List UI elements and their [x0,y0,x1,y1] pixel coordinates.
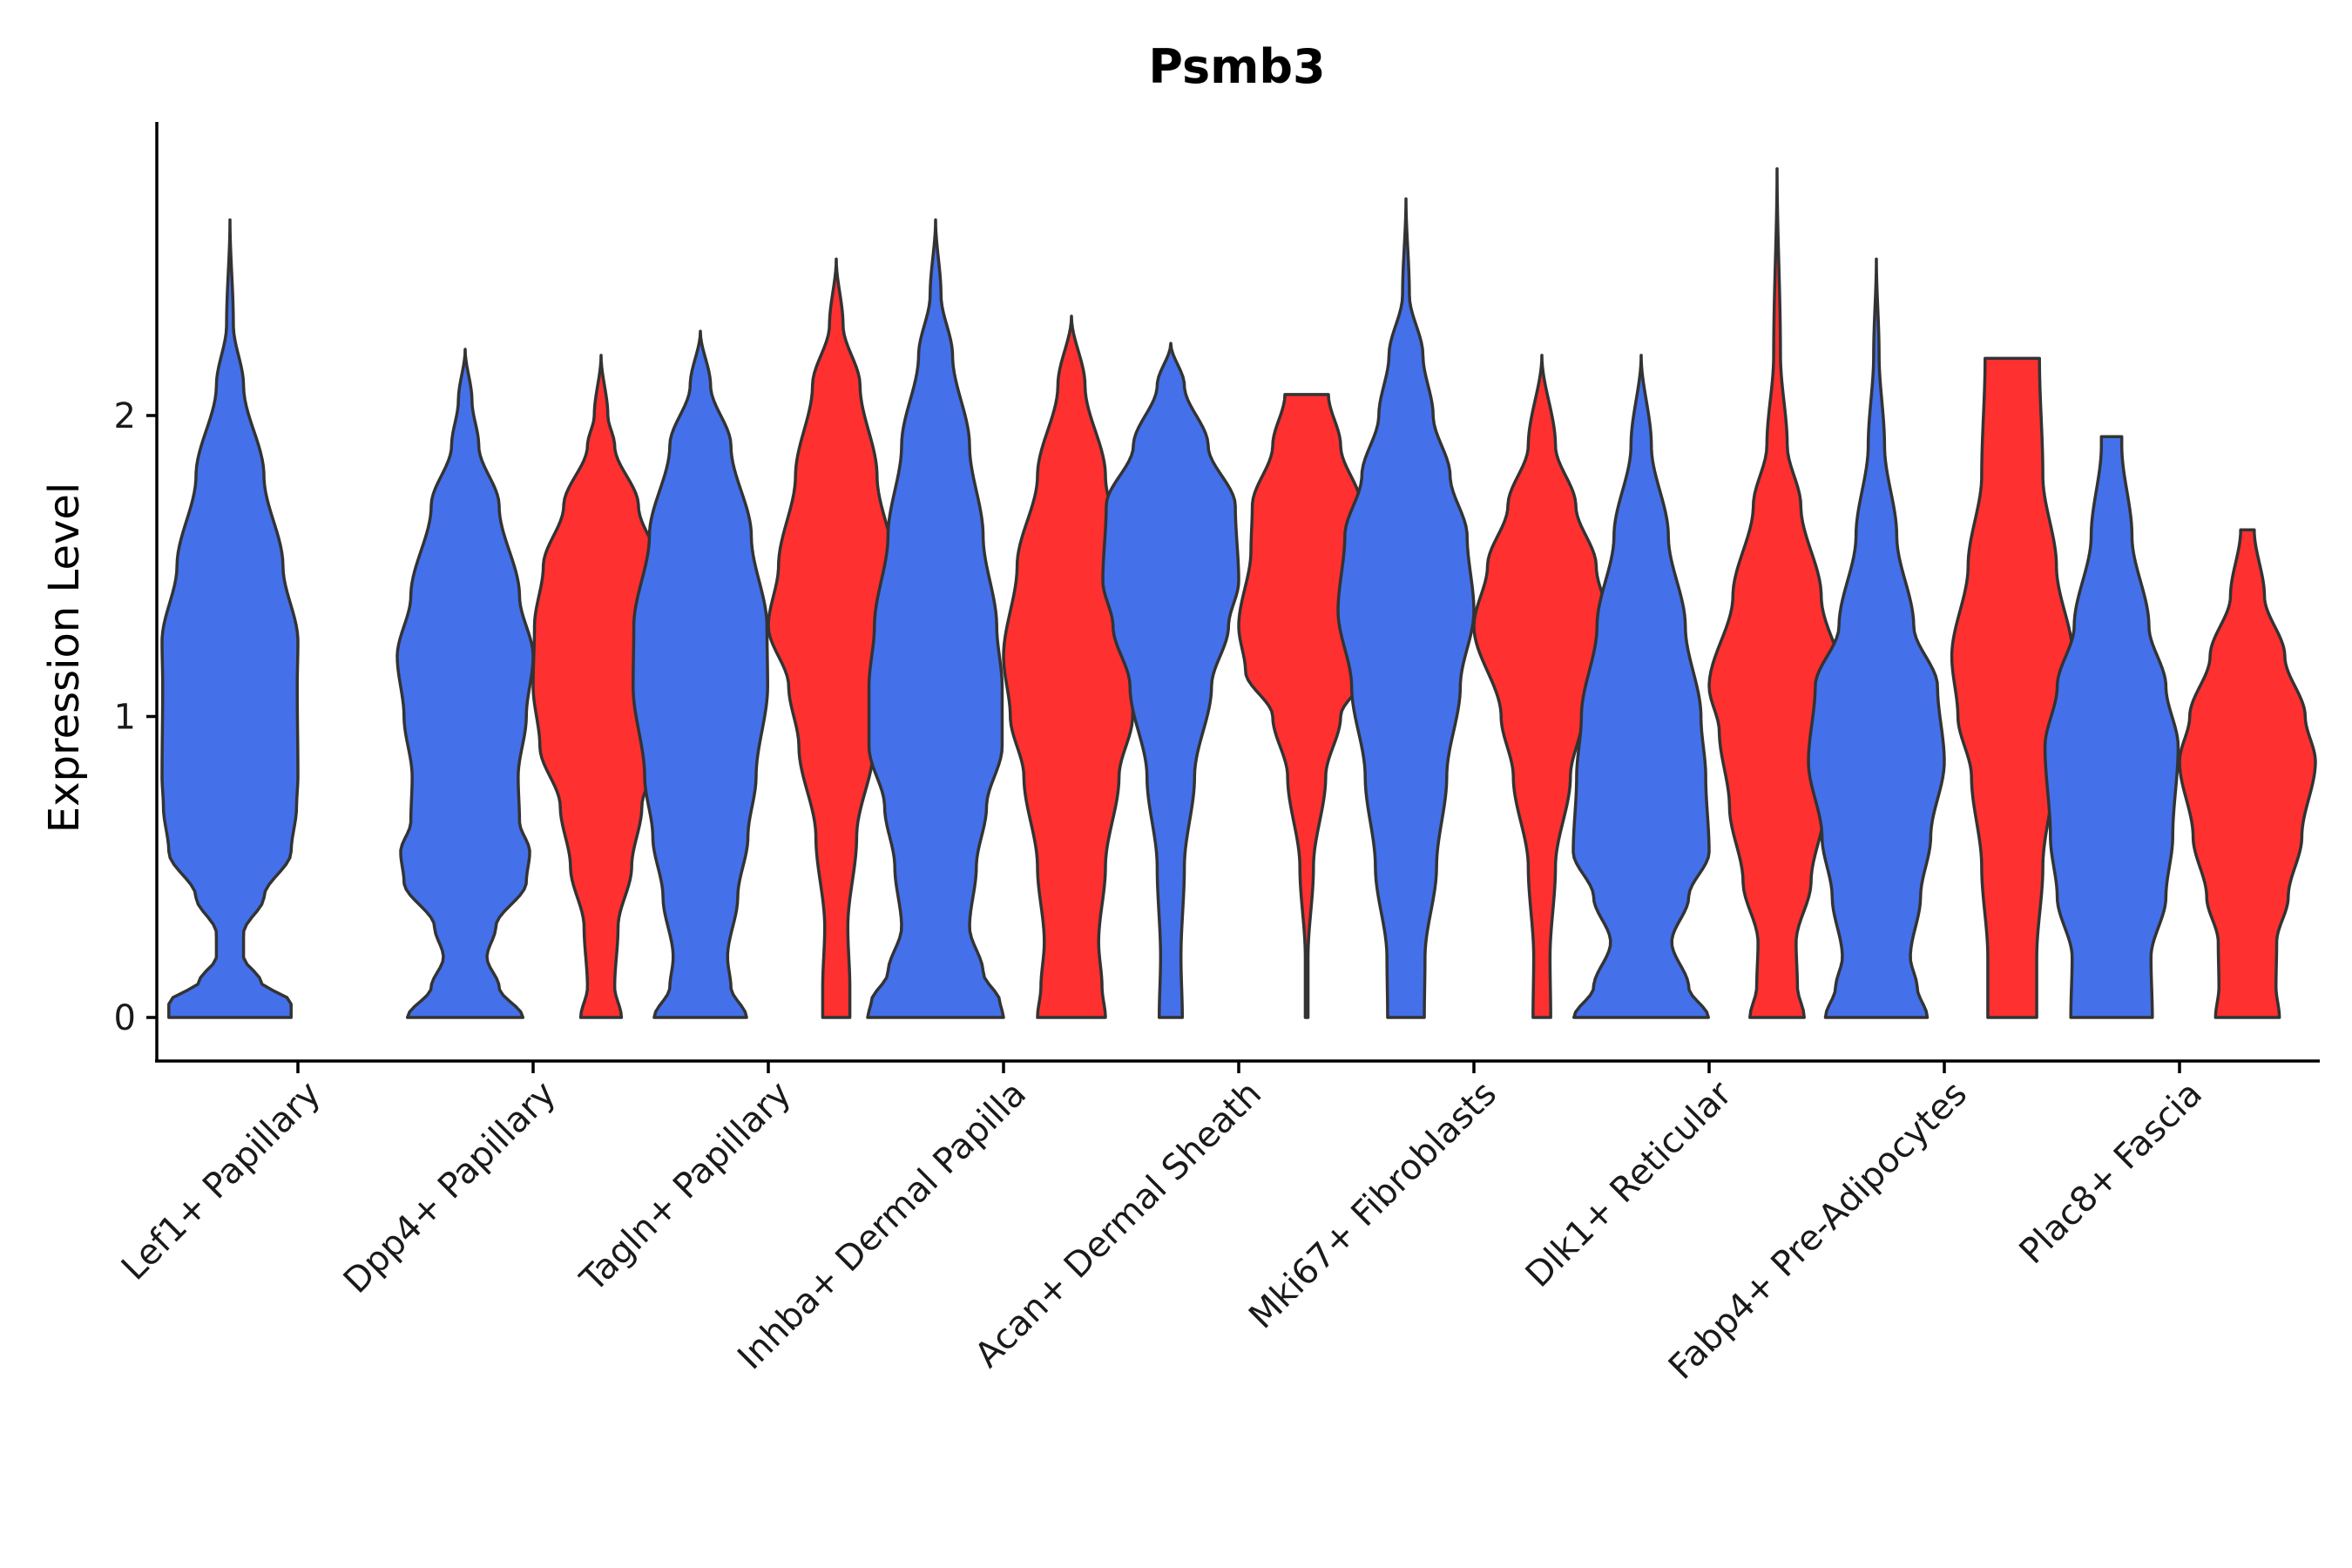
y-tick-label: 0 [114,998,136,1038]
violin-4-b [1237,393,1376,1019]
violin-3-a [866,218,1005,1019]
y-tick-label: 1 [114,698,136,738]
x-tick-label: Dpp4+ Papillary [336,1074,564,1301]
violin-0-a [160,218,300,1019]
violins-layer [160,166,2317,1019]
violin-8-b [2178,528,2317,1019]
x-tick-label: Plac8+ Fascia [2012,1074,2211,1273]
x-tick-label: Tagln+ Papillary [572,1074,799,1301]
violin-7-a [1807,257,1946,1019]
x-tick-label: Dlk1+ Reticular [1518,1073,1740,1295]
violin-5-b [1472,354,1612,1019]
violin-4-a [1101,341,1240,1019]
violin-8-a [2043,435,2180,1019]
y-ticks-layer: 0 1 2 [114,396,157,1038]
violin-2-a [632,329,769,1019]
violin-6-b [1707,166,1847,1019]
violin-1-b [531,354,671,1019]
y-axis-label: Expression Level [40,483,89,834]
violin-7-b [1950,356,2075,1019]
y-tick-label: 2 [114,396,136,436]
x-ticks-layer: Lef1+ Papillary Dpp4+ Papillary Tagln+ Pap… [114,1061,2210,1388]
violin-2-b [767,257,906,1019]
violin-6-a [1571,354,1711,1019]
chart-title: Psmb3 [1148,39,1325,94]
violin-5-a [1336,197,1476,1019]
violin-1-a [395,348,535,1019]
x-tick-label: Lef1+ Papillary [114,1074,328,1288]
violin-3-b [1002,314,1141,1019]
x-tick-label: Mki67+ Fibroblasts [1241,1074,1504,1337]
